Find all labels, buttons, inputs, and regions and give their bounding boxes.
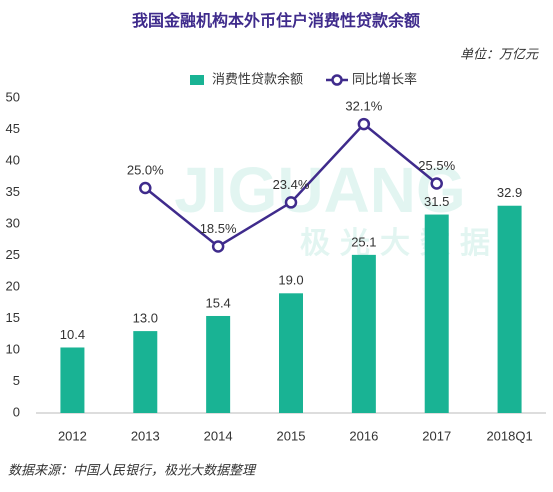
bar [351, 254, 376, 413]
y-tick-label: 0 [13, 404, 20, 419]
data-label: 23.4% [273, 177, 310, 192]
y-tick-label: 25 [6, 247, 20, 262]
y-tick-label: 5 [13, 373, 20, 388]
data-label: 32.9 [497, 185, 522, 200]
bar [497, 205, 522, 413]
x-tick-label: 2016 [349, 428, 378, 443]
chart-title: 我国金融机构本外币住户消费性贷款余额 [132, 11, 420, 30]
legend-label: 消费性贷款余额 [212, 71, 303, 86]
line-marker [284, 196, 298, 209]
watermark: JIGUANG [174, 154, 466, 226]
y-tick-label: 40 [6, 152, 20, 167]
data-label: 10.4 [60, 327, 85, 342]
y-tick-label: 30 [6, 215, 20, 230]
y-tick-label: 15 [6, 310, 20, 325]
data-label: 15.4 [205, 295, 230, 310]
x-tick-label: 2017 [422, 428, 451, 443]
bar [60, 347, 85, 413]
legend-swatch [190, 75, 204, 85]
line-marker [430, 177, 443, 190]
data-label: 32.1% [345, 99, 382, 114]
x-tick-label: 2012 [58, 428, 87, 443]
x-tick-label: 2014 [204, 428, 233, 443]
legend-swatch [331, 74, 343, 86]
bar [424, 214, 449, 413]
data-label: 25.1 [351, 234, 376, 249]
bar [133, 331, 158, 413]
unit-label: 单位：万亿元 [460, 46, 539, 61]
data-label: 31.5 [424, 194, 449, 209]
legend-label: 同比增长率 [352, 71, 417, 86]
y-tick-label: 20 [6, 278, 20, 293]
y-tick-label: 10 [6, 341, 20, 356]
watermark: 极光大数据 [300, 227, 500, 260]
x-tick-label: 2013 [131, 428, 160, 443]
bar [279, 293, 303, 413]
data-label: 19.0 [278, 273, 303, 288]
data-label: 25.5% [418, 158, 455, 173]
y-tick-label: 50 [6, 89, 20, 104]
data-label: 13.0 [133, 311, 158, 326]
line-marker [139, 181, 152, 195]
data-label: 18.5% [200, 221, 237, 236]
x-tick-label: 2018Q1 [486, 428, 532, 443]
y-tick-label: 35 [6, 184, 20, 199]
source-note: 数据来源：中国人民银行，极光大数据整理 [8, 462, 257, 477]
bar [206, 315, 231, 413]
y-tick-label: 45 [6, 121, 20, 136]
x-tick-label: 2015 [277, 428, 306, 443]
line-marker [357, 117, 371, 131]
line-marker [211, 240, 225, 253]
data-label: 25.0% [127, 162, 164, 177]
